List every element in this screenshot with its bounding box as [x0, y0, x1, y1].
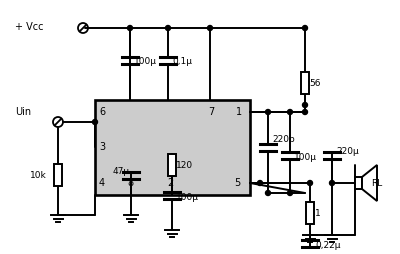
Circle shape [330, 181, 334, 185]
Text: 1: 1 [315, 209, 321, 217]
Text: 100μ: 100μ [176, 193, 199, 201]
Text: 8: 8 [127, 178, 133, 188]
Circle shape [288, 109, 292, 115]
Circle shape [302, 103, 308, 107]
Text: Uin: Uin [15, 107, 31, 117]
Polygon shape [362, 165, 377, 201]
Text: 4: 4 [99, 178, 105, 188]
Text: 6: 6 [99, 107, 105, 117]
Circle shape [92, 119, 98, 124]
Bar [301, 72, 309, 94]
Text: 3: 3 [99, 142, 105, 152]
Circle shape [266, 190, 270, 196]
Text: 47μ: 47μ [113, 167, 130, 176]
Text: 0,1μ: 0,1μ [172, 57, 192, 67]
Circle shape [302, 25, 308, 30]
Circle shape [288, 190, 292, 196]
Text: RL: RL [371, 179, 382, 187]
Text: 10k: 10k [30, 170, 47, 180]
Circle shape [258, 181, 262, 185]
Circle shape [128, 25, 132, 30]
Text: 100μ: 100μ [134, 57, 157, 67]
Circle shape [302, 109, 308, 115]
Text: 120: 120 [176, 161, 193, 169]
Text: 220p: 220p [272, 135, 295, 144]
Bar [168, 154, 176, 176]
Circle shape [266, 109, 270, 115]
Text: 100μ: 100μ [294, 152, 317, 162]
Bar [54, 164, 62, 186]
Bar [95, 100, 250, 195]
Text: 56: 56 [309, 78, 320, 87]
Circle shape [308, 181, 312, 185]
Text: 2: 2 [167, 178, 173, 188]
Text: 5: 5 [234, 178, 240, 188]
Bar [355, 177, 362, 189]
Text: 220μ: 220μ [336, 147, 359, 155]
Circle shape [208, 25, 212, 30]
Text: 1: 1 [236, 107, 242, 117]
Text: 7: 7 [208, 107, 214, 117]
Text: 0,22μ: 0,22μ [315, 241, 340, 249]
Text: + Vcc: + Vcc [15, 22, 44, 32]
Bar [306, 202, 314, 224]
Circle shape [166, 25, 170, 30]
